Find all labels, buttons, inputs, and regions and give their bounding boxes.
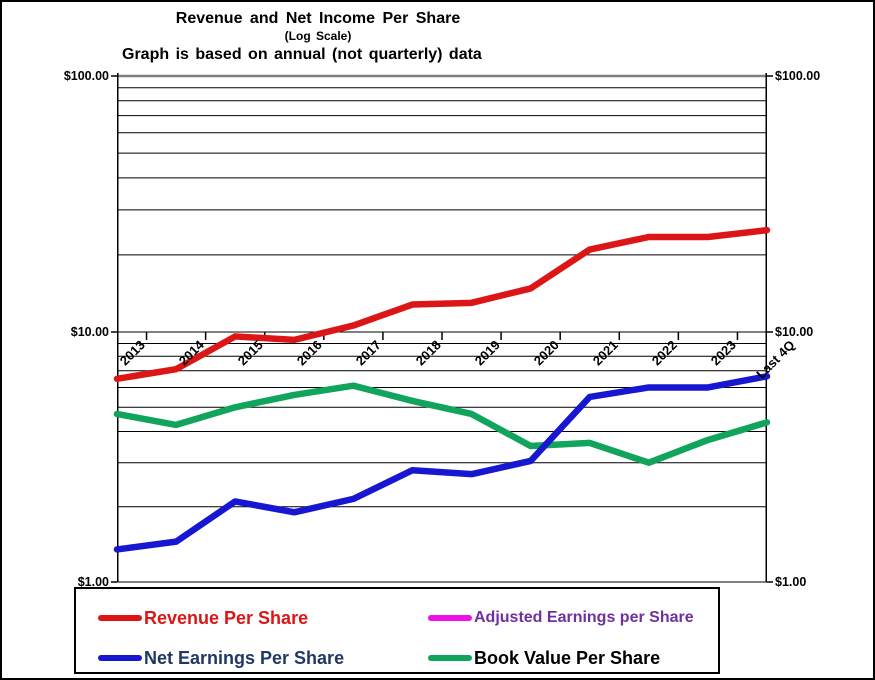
y-axis-label-left: $100.00 (63, 69, 109, 83)
legend-label: Adjusted Earnings per Share (474, 609, 694, 626)
y-axis-label-left: $1.00 (77, 575, 109, 589)
chart-note: Graph is based on annual (not quarterly)… (122, 46, 482, 63)
legend: Revenue Per Share Adjusted Earnings per S… (74, 587, 720, 674)
y-axis-label-left: $10.00 (70, 325, 109, 339)
legend-item-adjusted-earnings-per-share: Adjusted Earnings per Share (428, 598, 718, 638)
legend-label: Book Value Per Share (474, 647, 661, 668)
plot-svg (111, 73, 773, 583)
chart-subtitle: (Log Scale) (284, 29, 352, 43)
title-block: Revenue and Net Income Per Share (Log Sc… (122, 9, 514, 65)
y-axis-label-right: $100.00 (775, 69, 821, 83)
legend-item-book-value-per-share: Book Value Per Share (428, 638, 718, 678)
legend-line-swatch-icon (428, 615, 472, 621)
plot-area: 2013 2014 2015 2016 2017 2018 2019 2020 2021 2022… (111, 73, 798, 583)
legend-line-swatch-icon (98, 655, 142, 661)
series-line-revenue-per-share (113, 226, 771, 383)
series-line-book-value-per-share (113, 382, 771, 466)
legend-label: Revenue Per Share (144, 607, 309, 628)
chart-title: Revenue and Net Income Per Share (175, 10, 461, 27)
legend-line-swatch-icon (98, 615, 142, 621)
y-axis-label-right: $10.00 (775, 325, 814, 339)
series-line-net-earnings-per-share (113, 373, 771, 553)
legend-line-swatch-icon (428, 655, 472, 661)
legend-item-revenue-per-share: Revenue Per Share (98, 598, 428, 638)
legend-label: Net Earnings Per Share (144, 647, 345, 668)
legend-item-net-earnings-per-share: Net Earnings Per Share (98, 638, 428, 678)
y-axis-label-right: $1.00 (775, 575, 807, 589)
